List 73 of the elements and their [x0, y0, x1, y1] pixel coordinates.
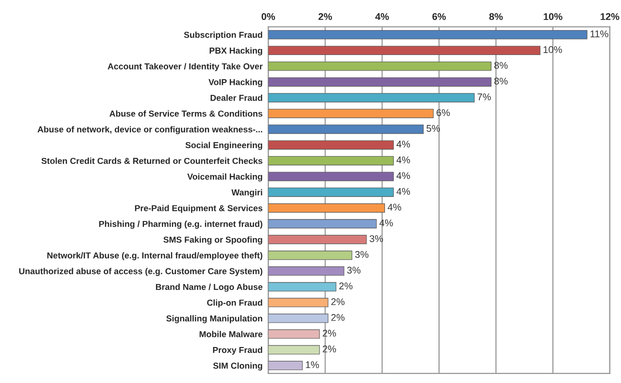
bar — [268, 250, 352, 260]
y-tick-label: VoIP Hacking — [208, 78, 262, 87]
x-tick-label: 12% — [600, 13, 620, 20]
y-tick-label: Voicemail Hacking — [187, 173, 262, 182]
y-tick-label: Network/IT Abuse (e.g. Internal fraud/employee theft) — [47, 252, 262, 260]
data-label: 4% — [396, 188, 410, 195]
bar — [268, 203, 385, 213]
data-label: 1% — [306, 361, 319, 368]
y-tick-label: Stolen Credit Cards & Returned or Counterfeit Checks — [41, 158, 262, 164]
bar — [268, 93, 475, 102]
y-tick-label: Signalling Manipulation — [166, 315, 262, 324]
data-label: 2% — [331, 314, 345, 321]
y-tick-label: Dealer Fraud — [210, 94, 262, 101]
bar — [268, 329, 320, 339]
data-label: 2% — [339, 282, 352, 290]
data-label: 2% — [322, 346, 336, 352]
bar — [268, 108, 434, 118]
data-label: 3% — [370, 235, 383, 242]
bar — [268, 172, 394, 182]
bar — [268, 234, 367, 244]
y-tick-label: Proxy Fraud — [213, 346, 262, 355]
bar — [268, 282, 336, 292]
data-label: 4% — [379, 220, 393, 226]
data-label: 2% — [331, 298, 345, 306]
y-tick-label: PBX Hacking — [210, 47, 262, 56]
data-label: 8% — [494, 78, 508, 85]
y-tick-label: Abuse of network, device or configuration weakness-... — [38, 126, 262, 134]
data-label: 4% — [396, 156, 410, 164]
bar — [268, 62, 492, 71]
data-label: 3% — [347, 266, 360, 274]
x-tick-label: 10% — [544, 13, 562, 20]
data-label: 2% — [322, 330, 336, 337]
bar — [268, 219, 377, 228]
data-label: 8% — [494, 62, 508, 69]
y-tick-label: SMS Faking or Spoofing — [163, 236, 262, 244]
data-label: 10% — [544, 46, 562, 54]
data-label: 6% — [436, 109, 450, 116]
data-label: 4% — [396, 172, 410, 180]
bar — [268, 188, 394, 197]
y-tick-label: SIM Cloning — [213, 362, 262, 370]
data-label: 3% — [355, 250, 368, 258]
bar — [268, 314, 328, 323]
x-tick-label: 2% — [318, 13, 332, 20]
x-tick-label: 4% — [375, 13, 389, 20]
x-tick-label: 8% — [489, 13, 503, 20]
y-tick-label: Wangiri — [231, 189, 262, 198]
y-tick-label: Social Engineering — [185, 142, 262, 150]
data-label: 4% — [388, 204, 402, 211]
bar — [268, 298, 328, 308]
y-tick-label: Brand Name / Logo Abuse — [156, 284, 262, 292]
y-tick-label: Pre-Paid Equipment & Services — [135, 204, 262, 213]
bar — [268, 266, 344, 276]
y-tick-label: Phishing / Pharming (e.g. internet fraud) — [99, 220, 262, 229]
bar — [268, 30, 588, 40]
bar — [268, 360, 303, 370]
data-label: 7% — [478, 93, 491, 100]
y-tick-label: Unauthorized abuse of access (e.g. Customer Care System) — [19, 268, 262, 276]
y-tick-label: Mobile Malware — [200, 330, 262, 338]
data-label: 5% — [426, 124, 440, 132]
y-tick-label: Abuse of Service Terms & Conditions — [110, 110, 262, 117]
bar — [268, 345, 320, 354]
y-tick-label: Account Takeover / Identity Take Over — [108, 63, 263, 72]
data-label: 11% — [590, 30, 608, 38]
y-tick-label: Subscription Fraud — [184, 32, 262, 40]
data-label: 4% — [396, 140, 410, 148]
bar — [268, 124, 424, 134]
x-tick-label: 0% — [262, 13, 276, 20]
bar — [268, 46, 540, 56]
bar — [268, 156, 394, 166]
y-tick-label: Clip-on Fraud — [207, 299, 262, 308]
bar — [268, 77, 492, 87]
x-tick-label: 6% — [432, 13, 446, 20]
bar — [268, 140, 394, 150]
